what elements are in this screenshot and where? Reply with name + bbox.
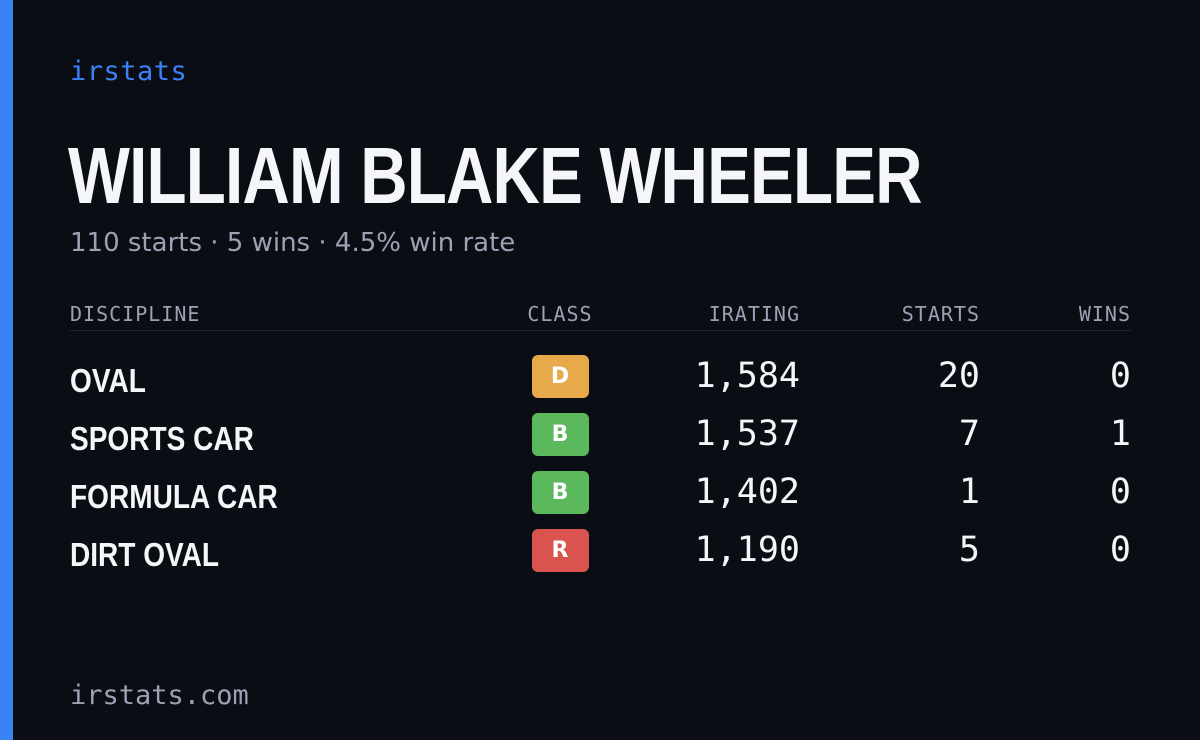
starts-value: 1: [958, 472, 980, 512]
driver-name: WILLIAM BLAKE WHEELER: [68, 131, 923, 220]
stats-table: DISCIPLINE CLASS IRATING STARTS WINS OVA…: [70, 298, 1131, 579]
wins-value: 1: [1109, 414, 1131, 454]
header-starts: STARTS: [901, 302, 980, 326]
class-badge: B: [531, 412, 589, 456]
table-row: FORMULA CAR B 1,402 1 0: [70, 463, 1131, 521]
accent-bar: [0, 0, 13, 740]
wins-value: 0: [1109, 356, 1131, 396]
discipline-name: DIRT OVAL: [70, 536, 220, 573]
table-row: SPORTS CAR B 1,537 7 1: [70, 405, 1131, 463]
driver-summary: 110 starts · 5 wins · 4.5% win rate: [70, 228, 516, 258]
class-badge: D: [531, 354, 589, 398]
header-discipline: DISCIPLINE: [70, 302, 201, 326]
table-row: OVAL D 1,584 20 0: [70, 347, 1131, 405]
starts-value: 20: [937, 356, 980, 396]
irating-value: 1,584: [694, 356, 800, 396]
class-badge: B: [531, 470, 589, 514]
table-body: OVAL D 1,584 20 0 SPORTS CAR B 1,537 7 1…: [70, 347, 1131, 579]
discipline-name: FORMULA CAR: [70, 478, 278, 515]
wins-value: 0: [1109, 530, 1131, 570]
table-row: DIRT OVAL R 1,190 5 0: [70, 521, 1131, 579]
irating-value: 1,537: [694, 414, 800, 454]
header-irating: IRATING: [708, 302, 800, 326]
irating-value: 1,190: [694, 530, 800, 570]
class-badge: R: [531, 528, 589, 572]
wins-value: 0: [1109, 472, 1131, 512]
starts-value: 5: [958, 530, 980, 570]
footer-url: irstats.com: [70, 680, 249, 711]
table-header: DISCIPLINE CLASS IRATING STARTS WINS: [70, 298, 1131, 331]
discipline-name: OVAL: [70, 362, 146, 399]
discipline-name: SPORTS CAR: [70, 420, 254, 457]
header-wins: WINS: [1078, 302, 1131, 326]
starts-value: 7: [958, 414, 980, 454]
header-class: CLASS: [527, 302, 593, 326]
brand-logo: irstats: [70, 56, 188, 87]
irating-value: 1,402: [694, 472, 800, 512]
